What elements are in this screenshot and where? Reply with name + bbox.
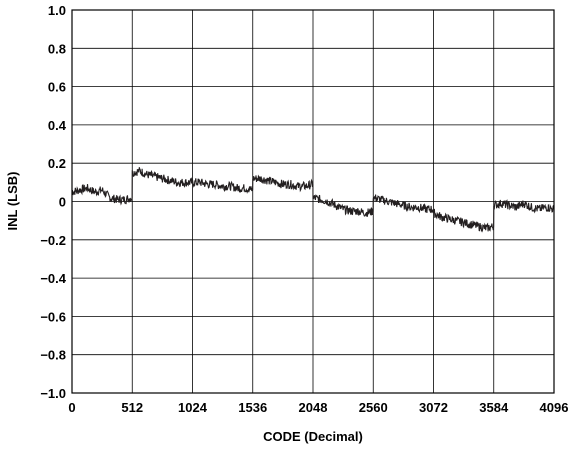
x-tick-label: 3072 <box>419 400 448 415</box>
x-tick-label: 1024 <box>178 400 208 415</box>
x-tick-label: 2048 <box>299 400 328 415</box>
grid-lines <box>72 10 554 393</box>
y-axis-label: INL (LSB) <box>5 172 20 231</box>
y-tick-label: −0.6 <box>40 309 66 324</box>
y-tick-label: −0.4 <box>40 271 66 286</box>
y-tick-label: 0 <box>59 195 66 210</box>
x-axis-label: CODE (Decimal) <box>263 429 363 444</box>
y-tick-label: −0.8 <box>40 348 66 363</box>
y-tick-label: −0.2 <box>40 233 66 248</box>
y-tick-label: 1.0 <box>48 3 66 18</box>
x-tick-labels: 0 512 1024 1536 2048 2560 3072 3584 4096 <box>68 400 568 415</box>
y-tick-labels: −1.0 −0.8 −0.6 −0.4 −0.2 0 0.2 0.4 0.6 0.8 1.0 <box>40 3 66 401</box>
x-tick-label: 4096 <box>540 400 569 415</box>
x-tick-label: 0 <box>68 400 75 415</box>
y-tick-label: 0.4 <box>48 118 67 133</box>
x-tick-label: 512 <box>121 400 143 415</box>
x-tick-label: 1536 <box>238 400 267 415</box>
y-tick-label: 0.8 <box>48 41 66 56</box>
y-tick-label: −1.0 <box>40 386 66 401</box>
y-tick-label: 0.6 <box>48 80 66 95</box>
x-tick-label: 3584 <box>479 400 509 415</box>
x-tick-label: 2560 <box>359 400 388 415</box>
y-tick-label: 0.2 <box>48 156 66 171</box>
